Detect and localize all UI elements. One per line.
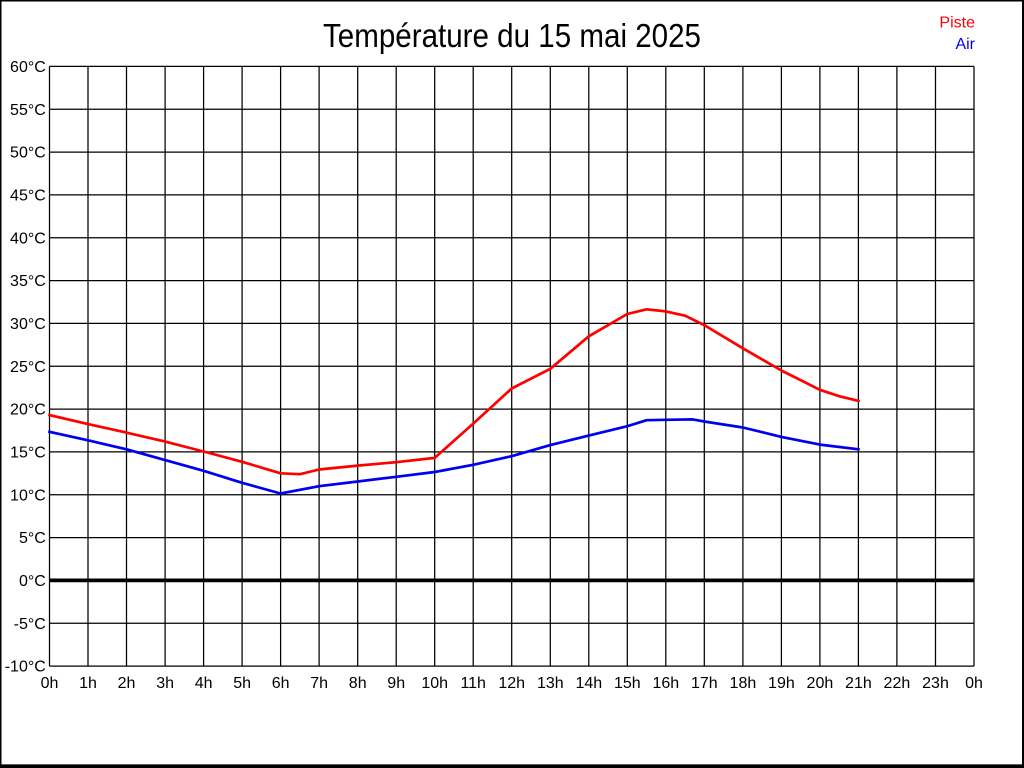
- svg-text:17h: 17h: [691, 675, 718, 692]
- svg-text:8h: 8h: [349, 675, 367, 692]
- svg-text:23h: 23h: [922, 675, 949, 692]
- svg-text:10°C: 10°C: [10, 487, 46, 504]
- svg-text:20°C: 20°C: [10, 402, 46, 419]
- svg-text:6h: 6h: [272, 675, 290, 692]
- svg-text:45°C: 45°C: [10, 188, 46, 205]
- svg-text:55°C: 55°C: [10, 102, 46, 119]
- svg-text:Air: Air: [955, 36, 975, 53]
- svg-text:0h: 0h: [41, 675, 59, 692]
- svg-text:16h: 16h: [652, 675, 679, 692]
- svg-text:15°C: 15°C: [10, 445, 46, 462]
- svg-text:4h: 4h: [195, 675, 213, 692]
- svg-text:20h: 20h: [807, 675, 834, 692]
- svg-text:60°C: 60°C: [10, 59, 46, 76]
- svg-text:14h: 14h: [575, 675, 602, 692]
- svg-text:10h: 10h: [421, 675, 448, 692]
- svg-text:12h: 12h: [498, 675, 525, 692]
- svg-text:18h: 18h: [730, 675, 757, 692]
- svg-text:25°C: 25°C: [10, 359, 46, 376]
- svg-text:15h: 15h: [614, 675, 641, 692]
- svg-text:-5°C: -5°C: [14, 616, 46, 633]
- svg-text:1h: 1h: [79, 675, 97, 692]
- svg-text:2h: 2h: [118, 675, 136, 692]
- svg-text:21h: 21h: [845, 675, 872, 692]
- svg-text:7h: 7h: [310, 675, 328, 692]
- svg-text:19h: 19h: [768, 675, 795, 692]
- svg-text:5h: 5h: [233, 675, 251, 692]
- svg-text:-10°C: -10°C: [5, 659, 46, 676]
- svg-text:0h: 0h: [965, 675, 983, 692]
- svg-text:Température du 15 mai 2025: Température du 15 mai 2025: [323, 18, 701, 55]
- svg-text:50°C: 50°C: [10, 145, 46, 162]
- svg-text:30°C: 30°C: [10, 316, 46, 333]
- svg-text:3h: 3h: [156, 675, 174, 692]
- svg-text:0°C: 0°C: [19, 573, 46, 590]
- svg-text:5°C: 5°C: [19, 530, 46, 547]
- svg-text:13h: 13h: [537, 675, 564, 692]
- svg-text:35°C: 35°C: [10, 273, 46, 290]
- svg-text:22h: 22h: [884, 675, 911, 692]
- svg-text:Piste: Piste: [939, 15, 975, 32]
- svg-text:9h: 9h: [387, 675, 405, 692]
- svg-text:40°C: 40°C: [10, 230, 46, 247]
- svg-text:11h: 11h: [460, 675, 486, 692]
